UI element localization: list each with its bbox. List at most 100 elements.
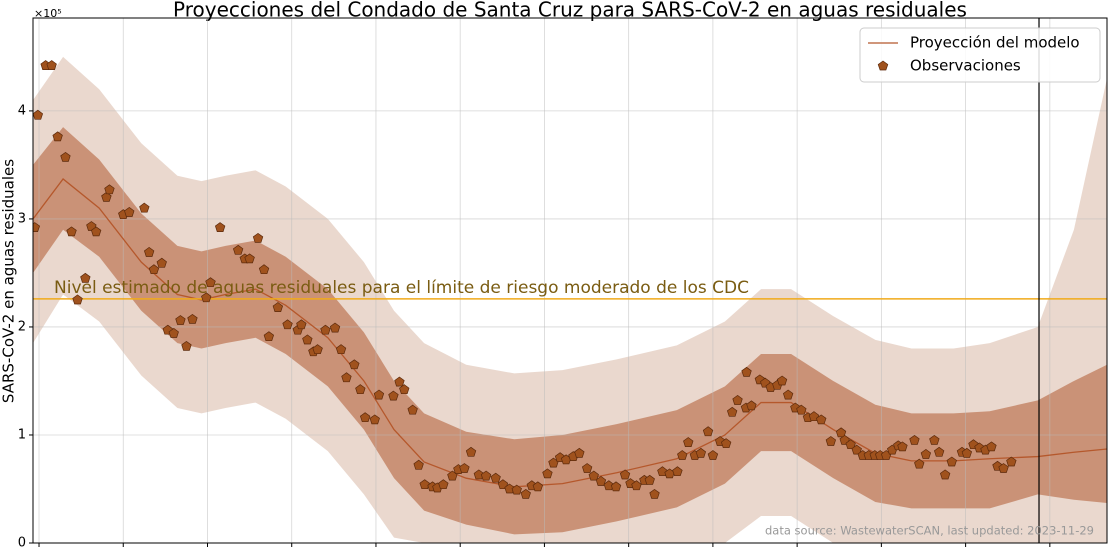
- observation: [139, 202, 150, 213]
- observation: [657, 466, 668, 477]
- observation: [72, 294, 83, 305]
- observation: [52, 131, 63, 142]
- observation: [741, 366, 752, 377]
- observation: [961, 447, 973, 458]
- observation: [205, 277, 216, 288]
- observation: [574, 447, 585, 458]
- observation: [707, 450, 719, 460]
- observation: [399, 384, 410, 395]
- observation: [746, 400, 757, 411]
- observation: [459, 463, 470, 473]
- observation: [649, 488, 660, 499]
- observation: [181, 340, 192, 351]
- observation: [986, 441, 997, 452]
- observation: [782, 389, 794, 400]
- y-offset-label: ×10⁵: [34, 7, 62, 20]
- observation: [946, 456, 957, 467]
- observation: [143, 246, 155, 257]
- y-tick-label: 4: [18, 103, 26, 118]
- legend-box: [859, 27, 1101, 83]
- observation: [672, 466, 683, 477]
- observation: [520, 488, 531, 499]
- observation: [473, 469, 485, 480]
- observation: [168, 327, 179, 338]
- observation: [619, 469, 631, 480]
- observation: [897, 441, 908, 452]
- observation: [341, 372, 352, 383]
- observation: [490, 472, 501, 483]
- observation: [603, 480, 615, 491]
- threshold-label: Nivel estimado de aguas residuales para …: [54, 278, 749, 298]
- observation: [312, 344, 323, 355]
- observation: [677, 450, 688, 460]
- observation: [480, 470, 492, 481]
- observation: [394, 376, 405, 387]
- observation: [438, 479, 449, 490]
- observation: [33, 222, 41, 232]
- observation: [46, 60, 57, 70]
- observation: [796, 404, 807, 415]
- observation: [581, 463, 593, 473]
- observation: [90, 226, 102, 237]
- observation: [232, 244, 244, 255]
- observation: [933, 446, 945, 457]
- observation: [369, 414, 380, 425]
- observation: [201, 292, 212, 303]
- observation: [124, 206, 135, 217]
- observation: [532, 481, 544, 492]
- observation: [732, 394, 743, 405]
- observation: [187, 313, 198, 324]
- observation: [939, 469, 951, 480]
- observation: [610, 481, 622, 492]
- observation: [644, 474, 655, 485]
- observation: [335, 344, 347, 355]
- observation: [320, 324, 331, 335]
- y-tick-label: 2: [18, 319, 26, 334]
- observation: [929, 434, 940, 445]
- observation: [588, 470, 599, 481]
- observation: [101, 191, 112, 202]
- observation: [702, 426, 714, 437]
- observation: [413, 459, 424, 470]
- plot-frame: [32, 17, 1108, 544]
- observation: [60, 151, 71, 162]
- y-axis-label: SARS-CoV-2 en aguas residuales: [0, 159, 18, 403]
- observation: [282, 319, 293, 330]
- observation: [815, 414, 827, 425]
- observation: [504, 483, 515, 494]
- observation: [302, 334, 313, 345]
- observation: [914, 458, 925, 469]
- observation: [359, 412, 371, 423]
- observation: [388, 390, 399, 401]
- source-note: data source: WastewaterSCAN, last update…: [765, 524, 1094, 538]
- y-tick-label: 0: [18, 536, 26, 548]
- observation: [1006, 456, 1017, 467]
- observation: [263, 331, 275, 342]
- legend-label: Proyección del modelo: [910, 34, 1080, 52]
- observation: [683, 437, 694, 447]
- legend-label: Observaciones: [910, 57, 1021, 75]
- observation: [66, 226, 77, 237]
- observation: [104, 184, 115, 195]
- observation: [595, 475, 607, 486]
- observation: [148, 264, 160, 275]
- observation: [349, 359, 360, 370]
- observation: [720, 438, 732, 449]
- observation: [407, 404, 418, 415]
- observation: [272, 302, 284, 312]
- observation: [497, 479, 509, 490]
- observation: [33, 109, 44, 120]
- observation: [373, 389, 385, 400]
- observation: [244, 253, 255, 264]
- observation: [296, 319, 307, 330]
- plot-area: [33, 18, 1107, 543]
- observation: [726, 406, 738, 417]
- legend-swatch-marker: [877, 60, 889, 71]
- observation: [80, 272, 91, 283]
- observation: [835, 427, 847, 438]
- chart-title: Proyecciones del Condado de Santa Cruz p…: [173, 0, 967, 22]
- observation: [695, 447, 707, 458]
- observation: [465, 446, 477, 457]
- observation: [776, 375, 788, 386]
